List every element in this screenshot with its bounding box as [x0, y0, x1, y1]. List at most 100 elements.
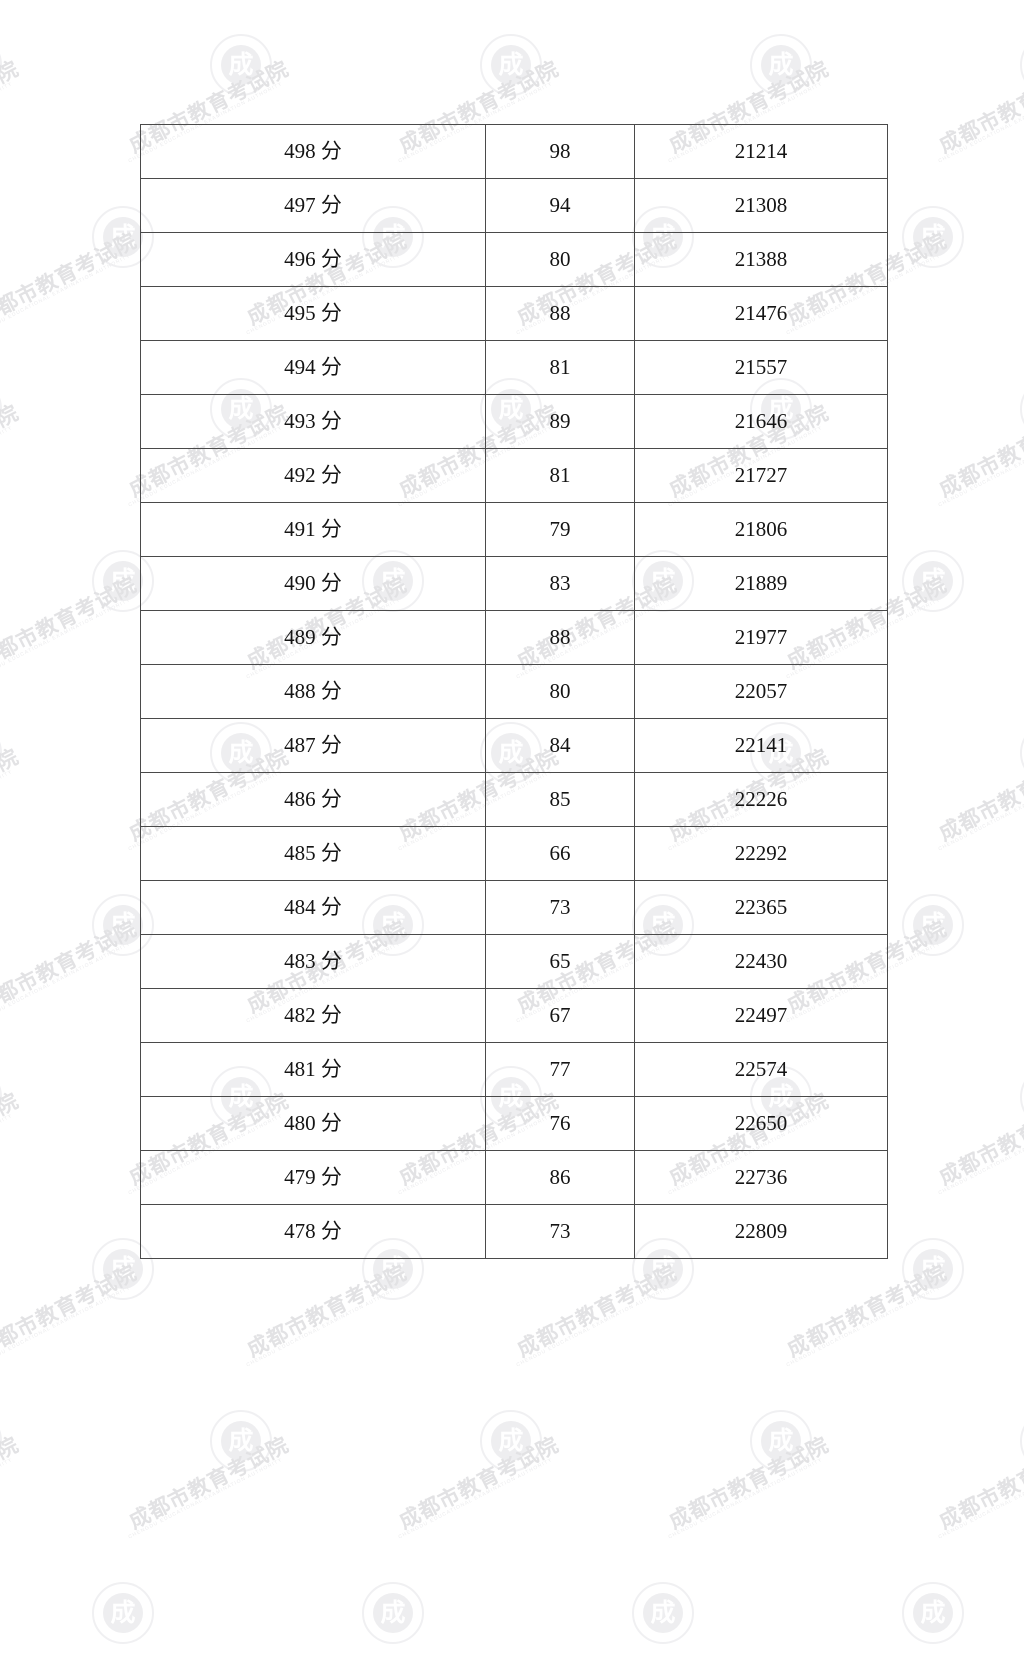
cell-cum: 21308 [634, 178, 888, 233]
cell-count: 88 [485, 286, 635, 341]
cell-score: 481 分 [140, 1042, 486, 1097]
watermark-seal-inner: 成 [761, 1421, 801, 1461]
cell-count: 84 [485, 718, 635, 773]
cell-cum: 21557 [634, 340, 888, 395]
watermark-subtext: CHENGDU EDUCATIONAL EXAMINATION AUTHORIT… [0, 1112, 14, 1197]
watermark-seal-icon: 成 [1020, 1410, 1024, 1472]
watermark-seal-inner: 成 [103, 1593, 143, 1633]
table-row: 492 分 81 21727 [140, 448, 888, 503]
watermark-seal-char: 成 [380, 1255, 406, 1283]
watermark-text: 成都市教育考试院 [513, 1260, 681, 1362]
cell-count: 81 [485, 448, 635, 503]
table-row: 490 分 83 21889 [140, 556, 888, 611]
watermark-text: 成都市教育考试院 [0, 56, 23, 158]
watermark-seal-icon: 成 [1020, 34, 1024, 96]
watermark-text: 成都市教育考试院 [0, 1432, 23, 1534]
watermark-seal-char: 成 [110, 223, 136, 251]
watermark-text: 成都市教育考试院 [0, 572, 141, 674]
cell-cum: 22574 [634, 1042, 888, 1097]
table-row: 496 分 80 21388 [140, 232, 888, 287]
watermark-seal-icon: 成 [210, 34, 272, 96]
watermark-subtext: CHENGDU EDUCATIONAL EXAMINATION AUTHORIT… [0, 768, 14, 853]
table-row: 493 分 89 21646 [140, 394, 888, 449]
watermark-seal-char: 成 [110, 1599, 136, 1627]
watermark-subtext: CHENGDU EDUCATIONAL EXAMINATION AUTHORIT… [937, 1113, 1024, 1197]
watermark-seal-icon: 成 [0, 378, 2, 440]
watermark-text: 成都市教育考试院 [935, 744, 1024, 846]
table-row: 489 分 88 21977 [140, 610, 888, 665]
watermark-seal-char: 成 [920, 223, 946, 251]
watermark-subtext: CHENGDU EDUCATIONAL EXAMINATION AUTHORIT… [937, 1457, 1024, 1541]
cell-count: 73 [485, 880, 635, 935]
cell-count: 81 [485, 340, 635, 395]
table-row: 484 分 73 22365 [140, 880, 888, 935]
cell-score: 479 分 [140, 1150, 486, 1205]
table-row: 480 分 76 22650 [140, 1096, 888, 1151]
cell-cum: 22736 [634, 1150, 888, 1205]
table-row: 482 分 67 22497 [140, 988, 888, 1043]
score-distribution-table: 498 分 98 21214 497 分 94 21308 496 分 80 21388 495 … [140, 124, 888, 1259]
cell-count: 79 [485, 502, 635, 557]
cell-score: 498 分 [140, 124, 486, 179]
cell-cum: 22809 [634, 1204, 888, 1259]
cell-cum: 22226 [634, 772, 888, 827]
watermark-seal-icon: 成 [1020, 722, 1024, 784]
table-row: 494 分 81 21557 [140, 340, 888, 395]
cell-score: 493 分 [140, 394, 486, 449]
watermark-seal-char: 成 [110, 1255, 136, 1283]
watermark-seal-icon: 成 [210, 1410, 272, 1472]
watermark-seal-inner: 成 [491, 45, 531, 85]
watermark-seal-inner: 成 [103, 1249, 143, 1289]
watermark-seal-char: 成 [920, 1255, 946, 1283]
cell-count: 83 [485, 556, 635, 611]
watermark-subtext: CHENGDU EDUCATIONAL EXAMINATION AUTHORIT… [0, 1456, 14, 1541]
cell-count: 80 [485, 664, 635, 719]
watermark-subtext: CHENGDU EDUCATIONAL EXAMINATION AUTHORIT… [127, 1456, 284, 1541]
table-row: 487 分 84 22141 [140, 718, 888, 773]
watermark-text: 成都市教育考试院 [0, 744, 23, 846]
watermark-seal-char: 成 [498, 1427, 524, 1455]
watermark-subtext: CHENGDU EDUCATIONAL EXAMINATION AUTHORIT… [0, 252, 132, 337]
cell-cum: 22430 [634, 934, 888, 989]
watermark-seal-char: 成 [650, 1255, 676, 1283]
watermark-subtext: CHENGDU EDUCATIONAL EXAMINATION AUTHORIT… [785, 1284, 942, 1369]
watermark-subtext: CHENGDU EDUCATIONAL EXAMINATION AUTHORIT… [667, 1456, 824, 1541]
cell-score: 496 分 [140, 232, 486, 287]
watermark-seal-inner: 成 [761, 45, 801, 85]
cell-count: 65 [485, 934, 635, 989]
watermark-subtext: CHENGDU EDUCATIONAL EXAMINATION AUTHORIT… [937, 81, 1024, 165]
cell-cum: 22141 [634, 718, 888, 773]
table-row: 478 分 73 22809 [140, 1204, 888, 1259]
cell-count: 66 [485, 826, 635, 881]
watermark-seal-inner: 成 [643, 1593, 683, 1633]
watermark-subtext: CHENGDU EDUCATIONAL EXAMINATION AUTHORIT… [245, 1284, 402, 1369]
watermark-seal-inner: 成 [221, 1421, 261, 1461]
cell-score: 494 分 [140, 340, 486, 395]
watermark-subtext: CHENGDU EDUCATIONAL EXAMINATION AUTHORIT… [515, 1284, 672, 1369]
watermark-text: 成都市教育考试院 [935, 1432, 1024, 1534]
watermark-text: 成都市教育考试院 [665, 1432, 833, 1534]
watermark-seal-icon: 成 [902, 206, 964, 268]
cell-score: 497 分 [140, 178, 486, 233]
watermark-seal-char: 成 [920, 1599, 946, 1627]
watermark-seal-char: 成 [228, 1427, 254, 1455]
watermark-text: 成都市教育考试院 [0, 400, 23, 502]
watermark-seal-inner: 成 [913, 905, 953, 945]
table-row: 488 分 80 22057 [140, 664, 888, 719]
cell-score: 489 分 [140, 610, 486, 665]
watermark-text: 成都市教育考试院 [395, 1432, 563, 1534]
watermark-subtext: CHENGDU EDUCATIONAL EXAMINATION AUTHORIT… [0, 80, 14, 165]
